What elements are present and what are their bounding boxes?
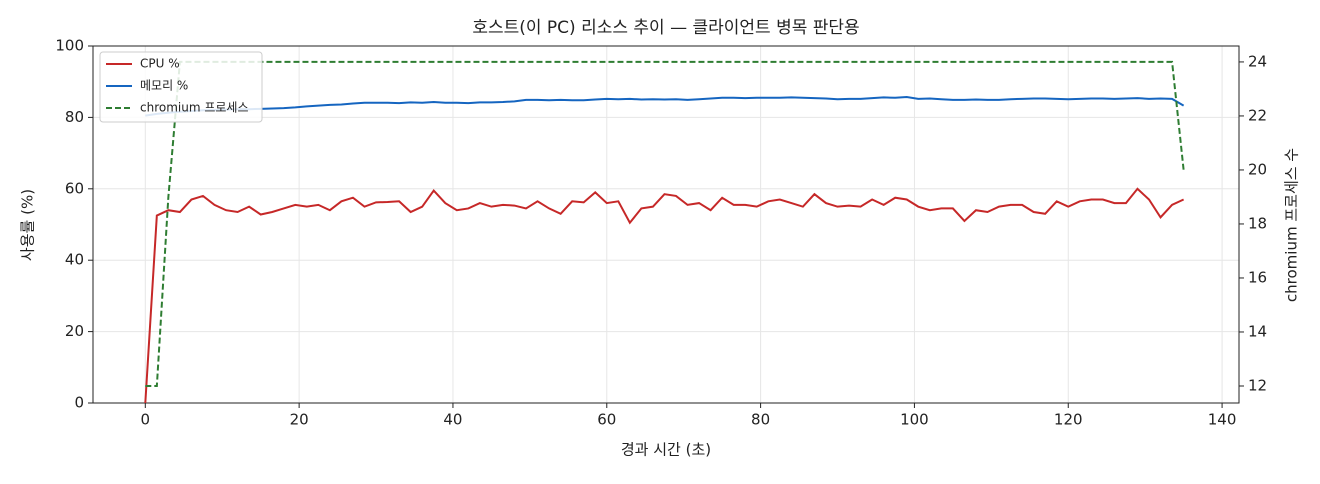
- y2-tick-label: 18: [1248, 214, 1267, 232]
- y-tick-label: 20: [65, 322, 84, 340]
- x-tick-label: 0: [141, 411, 151, 429]
- plot-frame: [92, 45, 1240, 404]
- y-tick-label: 80: [65, 108, 84, 126]
- legend: CPU % 메모리 % chromium 프로세스: [99, 51, 263, 123]
- y-tick-label: 60: [65, 179, 84, 197]
- y-tick-label: 100: [55, 37, 84, 55]
- series-line: [145, 96, 1185, 117]
- x-axis-label: 경과 시간 (초): [621, 441, 711, 459]
- x-tick-label: 140: [1208, 411, 1237, 429]
- y2-tick-label: 16: [1248, 268, 1267, 286]
- x-tick-label: 40: [443, 411, 462, 429]
- x-tick-label: 60: [597, 411, 616, 429]
- y2-tick-label: 12: [1248, 376, 1267, 394]
- series-line: [144, 187, 1185, 404]
- x-tick-label: 120: [1054, 411, 1083, 429]
- x-tick-label: 20: [290, 411, 309, 429]
- y-tick-label: 0: [74, 394, 84, 412]
- y2-tick-label: 24: [1248, 52, 1267, 70]
- x-tick-label: 100: [900, 411, 929, 429]
- y2-tick-label: 14: [1248, 322, 1267, 340]
- y-axis-label: 사용률 (%): [19, 189, 37, 261]
- legend-label: CPU %: [140, 57, 180, 71]
- chart-title: 호스트(이 PC) 리소스 추이 — 클라이언트 병목 판단용: [472, 18, 859, 38]
- legend-label: 메모리 %: [140, 79, 188, 93]
- y2-tick-label: 22: [1248, 106, 1267, 124]
- legend-label: chromium 프로세스: [140, 101, 249, 115]
- y2-tick-label: 20: [1248, 160, 1267, 178]
- legend-box: [99, 51, 263, 123]
- y2-axis-label: chromium 프로세스 수: [1283, 148, 1301, 302]
- series-line: [145, 60, 1185, 387]
- y-tick-label: 40: [65, 251, 84, 269]
- x-tick-label: 80: [751, 411, 770, 429]
